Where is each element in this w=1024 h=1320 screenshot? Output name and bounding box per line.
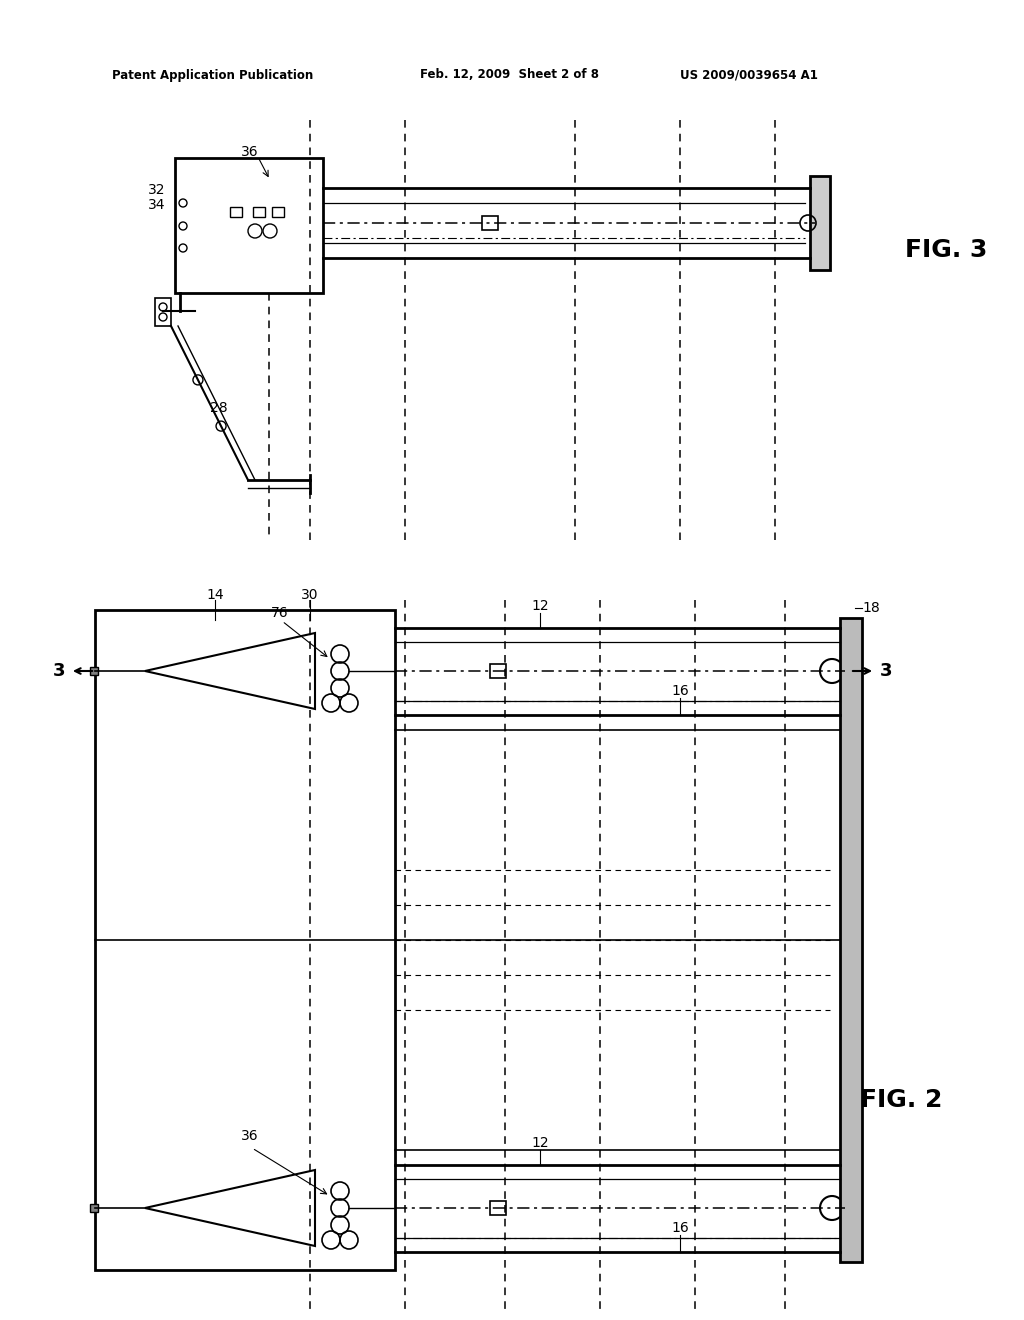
Text: 36: 36 <box>242 145 259 158</box>
Text: 3: 3 <box>52 663 65 680</box>
Bar <box>490 1201 506 1214</box>
Circle shape <box>216 421 226 432</box>
Text: 3: 3 <box>880 663 893 680</box>
Text: 14: 14 <box>206 587 224 602</box>
Text: 18: 18 <box>862 601 880 615</box>
Text: 76: 76 <box>271 606 289 620</box>
Bar <box>490 664 506 678</box>
Bar <box>840 618 862 1262</box>
Bar <box>253 207 265 216</box>
Bar <box>155 298 171 326</box>
Text: FIG. 2: FIG. 2 <box>860 1088 942 1111</box>
Text: Patent Application Publication: Patent Application Publication <box>112 69 313 82</box>
Bar <box>272 207 284 216</box>
Text: 12: 12 <box>531 1137 549 1150</box>
Bar <box>482 216 498 230</box>
Text: 28: 28 <box>210 401 227 414</box>
Text: Feb. 12, 2009  Sheet 2 of 8: Feb. 12, 2009 Sheet 2 of 8 <box>420 69 599 82</box>
Text: 32: 32 <box>147 183 165 197</box>
Bar <box>90 1204 98 1212</box>
Text: 16: 16 <box>671 684 689 698</box>
Text: FIG. 3: FIG. 3 <box>905 238 987 261</box>
Text: US 2009/0039654 A1: US 2009/0039654 A1 <box>680 69 818 82</box>
Text: 12: 12 <box>531 599 549 612</box>
Bar <box>230 207 242 216</box>
Bar <box>90 667 98 675</box>
Text: 36: 36 <box>242 1129 259 1143</box>
Text: 30: 30 <box>301 587 318 602</box>
Text: 16: 16 <box>671 1221 689 1236</box>
Bar <box>95 610 395 1270</box>
Bar <box>810 176 830 271</box>
Bar <box>175 158 323 293</box>
Circle shape <box>193 375 203 385</box>
Text: 34: 34 <box>147 198 165 213</box>
